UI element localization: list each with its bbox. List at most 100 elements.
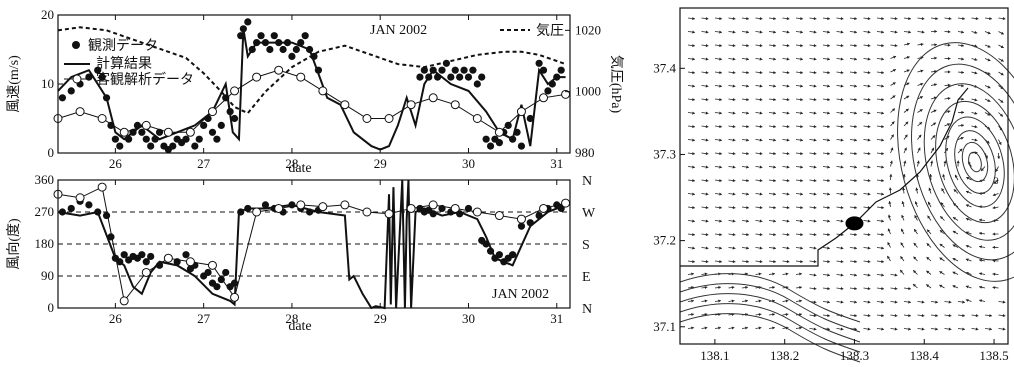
arrow-head <box>827 273 830 277</box>
arrow-head <box>840 178 844 183</box>
arrow-head <box>705 165 709 169</box>
wind-speed-title: JAN 2002 <box>370 23 427 38</box>
arrow-head <box>894 30 898 34</box>
arrow-head <box>867 43 871 48</box>
arrow-head <box>952 285 956 288</box>
arrow-head <box>992 286 996 290</box>
arrow-head <box>905 121 909 125</box>
arrow-head <box>999 113 1003 117</box>
observed-point <box>244 18 252 26</box>
arrow-head <box>903 160 907 164</box>
analysis-point <box>362 207 372 217</box>
analysis-point <box>384 209 394 219</box>
arrow-head <box>704 272 708 276</box>
observed-point <box>204 268 212 277</box>
arrow-head <box>800 192 803 196</box>
lon-tick-label: 138.1 <box>700 348 729 363</box>
analysis-point <box>185 257 195 267</box>
arrow-head <box>947 30 951 34</box>
arrow-head <box>894 16 898 21</box>
analysis-point <box>274 203 284 213</box>
arrow-head <box>940 202 944 206</box>
arrow-head <box>759 205 763 210</box>
arrow-head <box>827 84 830 88</box>
contour-band <box>679 303 861 353</box>
arrow-head <box>813 246 817 250</box>
arrow-head <box>1000 99 1004 103</box>
arrow-head <box>927 229 930 233</box>
arrow-head <box>692 138 695 142</box>
arrow-head <box>948 313 952 318</box>
arrow-head <box>962 327 965 331</box>
arrow-head <box>773 192 776 196</box>
arrow-head <box>840 327 844 331</box>
arrow-head <box>705 84 709 88</box>
arrow-head <box>732 70 736 75</box>
analysis-point <box>406 100 416 110</box>
arrow-head <box>926 270 930 274</box>
arrow-head <box>813 57 817 61</box>
arrow-head <box>773 232 776 237</box>
arrow-head <box>921 300 925 304</box>
arrow-head <box>920 69 924 73</box>
analysis-point <box>252 207 262 217</box>
arrow-head <box>732 111 736 115</box>
arrow-head <box>705 138 709 142</box>
arrow-head <box>800 16 803 21</box>
arrow-head <box>995 168 999 172</box>
arrow-head <box>930 160 934 164</box>
wind-speed-marks <box>53 18 571 154</box>
right-tick-label: 980 <box>575 145 595 160</box>
arrow-head <box>954 174 958 178</box>
arrow-head <box>800 111 803 115</box>
arrow-head <box>892 69 896 72</box>
arrow-head <box>840 16 844 21</box>
arrow-head <box>935 300 938 304</box>
x-tick-label: 30 <box>462 311 475 326</box>
wind-speed-y-ticks: 0 10 20 <box>41 7 63 160</box>
analysis-point <box>296 72 306 82</box>
arrow-head <box>732 219 736 223</box>
arrow-head <box>947 123 951 127</box>
analysis-point <box>428 200 438 210</box>
arrow-head <box>987 85 991 89</box>
arrow-head <box>840 192 844 196</box>
arrow-head <box>962 16 965 21</box>
arrow-head <box>867 313 871 318</box>
arrow-head <box>800 57 803 61</box>
arrow-head <box>979 245 982 249</box>
arrow-head <box>773 70 776 75</box>
arrow-head <box>942 174 946 178</box>
arrow-head <box>926 243 930 247</box>
coastline-path <box>680 87 969 267</box>
arrow-head <box>692 124 695 129</box>
arrow-head <box>965 298 969 302</box>
arrow-head <box>840 111 844 115</box>
arrow-head <box>947 70 951 74</box>
arrow-head <box>772 272 775 276</box>
arrow-head <box>974 138 978 142</box>
map-contours <box>679 42 1014 363</box>
observed-point <box>495 139 503 147</box>
arrow-head <box>914 201 918 205</box>
observed-point <box>478 73 486 81</box>
arrow-head <box>800 151 803 156</box>
arrow-head <box>881 70 884 75</box>
arrow-head <box>941 188 945 192</box>
arrow-head <box>827 205 830 210</box>
arrow-head <box>854 30 857 34</box>
arrow-head <box>1000 45 1004 48</box>
arrow-head <box>692 246 695 250</box>
arrow-head <box>867 151 871 156</box>
arrow-head <box>719 30 722 34</box>
arrow-head <box>881 313 884 318</box>
arrow-head <box>901 228 904 232</box>
arrow-head <box>894 43 898 48</box>
arrow-head <box>786 84 790 88</box>
arrow-head <box>854 192 857 196</box>
arrow-head <box>854 97 857 102</box>
wind-speed-ylabel: 風速(m/s) <box>6 55 22 113</box>
arrow-head <box>759 70 763 75</box>
arrow-head <box>731 285 735 290</box>
analysis-point <box>207 107 217 117</box>
